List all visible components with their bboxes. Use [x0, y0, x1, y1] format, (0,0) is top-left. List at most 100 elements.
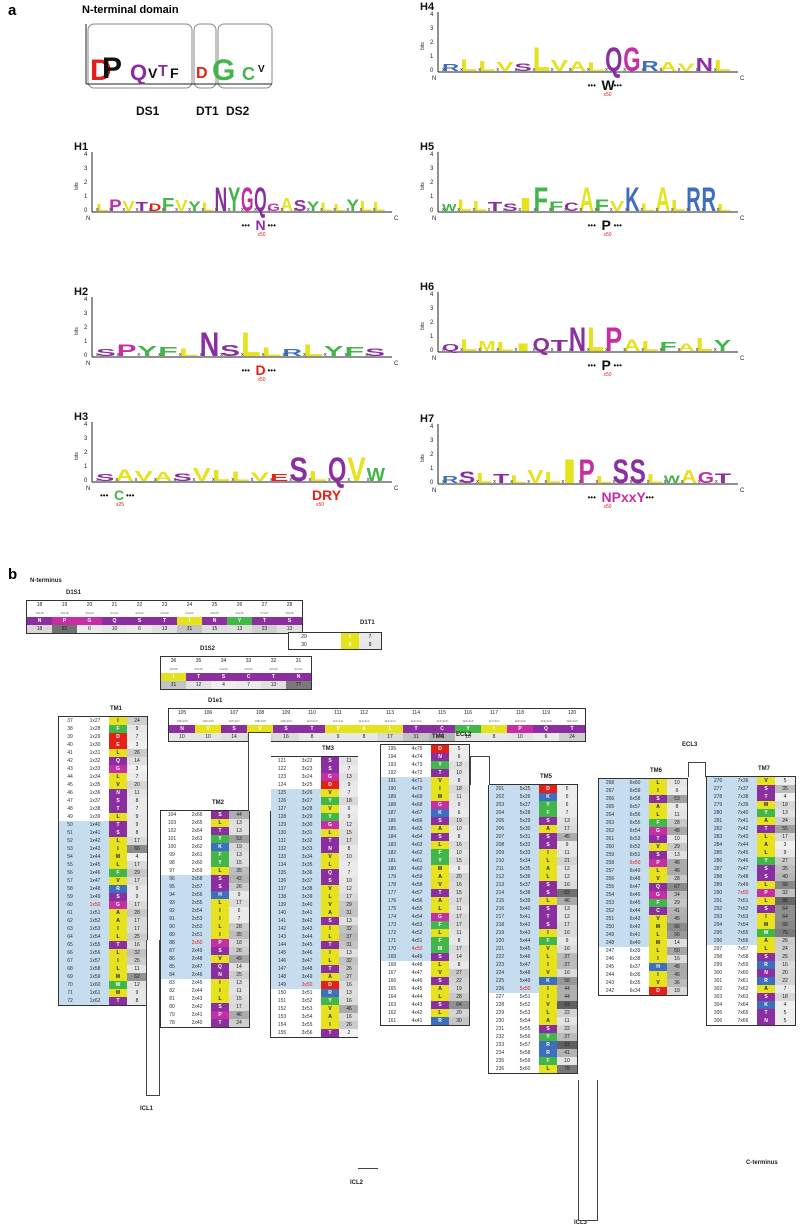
- tm-count: 22: [557, 1025, 577, 1033]
- tm-residue-number: 289: [707, 881, 729, 889]
- tm-ballesteros: 3x22: [293, 757, 321, 765]
- tm-residue-number: 87: [161, 947, 183, 955]
- tm-ballesteros: 6x55: [621, 819, 649, 827]
- logo-letter-small: x: [671, 207, 674, 213]
- dse1-residue: L: [377, 725, 403, 733]
- tm-count: 13: [339, 917, 359, 925]
- tm-ballesteros: 6x43: [621, 915, 649, 923]
- tm-count: 15: [339, 829, 359, 837]
- tm-count: 44: [557, 985, 577, 993]
- tm-residue-number: 79: [161, 1011, 183, 1019]
- tm-count: 6: [667, 787, 687, 795]
- dt1-position: 29: [301, 634, 307, 640]
- logo-letter: L: [473, 198, 488, 215]
- logo-letter-small: x: [587, 347, 590, 353]
- tm-ballesteros: 4x62: [403, 849, 431, 857]
- logo-letter-small: x: [137, 352, 140, 358]
- logo-letter: Y: [324, 343, 344, 360]
- dse1-position: 109: [281, 710, 291, 716]
- tm-count: 17: [229, 899, 249, 907]
- tm-label: TM1: [110, 706, 122, 712]
- tm-count: 26: [339, 1021, 359, 1029]
- tm-residue: L: [321, 893, 339, 901]
- tm-ballesteros: 1x29: [81, 733, 109, 741]
- tm-residue: D: [109, 733, 127, 741]
- logo-letter: L: [460, 336, 477, 355]
- tm-ballesteros: 5x58: [511, 1049, 539, 1057]
- tm-count: 13: [557, 817, 577, 825]
- dse1-count: 10: [169, 733, 195, 741]
- yaxis-label: bits: [420, 182, 426, 190]
- tm-residue-number: 204: [489, 809, 511, 817]
- tm-column: 121 3x22 S 11 122 3x23 S 7 123 3x24 G 13 124 3x25 D 9 12…: [270, 756, 360, 1038]
- yaxis-label: bits: [74, 182, 80, 190]
- tm-ballesteros: 6x40: [621, 939, 649, 947]
- tm-residue-number: 242: [599, 987, 621, 995]
- logo-letter: N: [200, 326, 220, 364]
- ds2-residue: C: [236, 673, 261, 681]
- tm-residue-number: 153: [271, 1013, 293, 1021]
- tm-count: 46: [229, 1011, 249, 1019]
- tm-count: 9: [127, 725, 147, 733]
- tm-count: 15: [449, 857, 469, 865]
- tm-residue-number: 207: [489, 833, 511, 841]
- tm-residue: V: [649, 843, 667, 851]
- tm-residue-number: 251: [599, 915, 621, 923]
- tm-ballesteros: 5x30: [511, 825, 539, 833]
- tm-count: 93: [557, 1041, 577, 1049]
- tm-ballesteros: 2x46: [183, 971, 211, 979]
- tm-count: 37: [557, 961, 577, 969]
- motif-label: C: [114, 487, 124, 503]
- ds2-count: 4: [211, 681, 236, 689]
- logo-letter: L: [179, 347, 199, 359]
- tm-residue-number: 228: [489, 1001, 511, 1009]
- tm-residue-number: 300: [707, 969, 729, 977]
- tm-residue-number: 147: [271, 965, 293, 973]
- tm-residue: I: [539, 961, 557, 969]
- logo-letter-small: x: [175, 207, 178, 213]
- tm-count: 4: [775, 1001, 795, 1009]
- logo-letter-small: x: [493, 479, 496, 485]
- tm-ballesteros: 7x53: [729, 913, 757, 921]
- svg-text:•••: •••: [614, 361, 623, 370]
- tm-residue: A: [109, 909, 127, 917]
- tm-residue-number: 304: [707, 1001, 729, 1009]
- tm-residue-number: 89: [161, 931, 183, 939]
- logo-letter: L: [460, 56, 477, 75]
- tm-residue: F: [649, 819, 667, 827]
- ds1-position: 21: [111, 602, 118, 608]
- tm-residue-number: 209: [489, 849, 511, 857]
- tm-residue-number: 84: [161, 971, 183, 979]
- logo-letter-small: x: [96, 477, 99, 483]
- tm-count: 27: [449, 969, 469, 977]
- tm-count: 17: [557, 921, 577, 929]
- tm-residue: L: [321, 861, 339, 869]
- svg-text:•••: •••: [614, 81, 623, 90]
- logo-letter-small: x: [569, 67, 572, 73]
- dse1-position: 120: [567, 710, 577, 716]
- logo-letter: N: [696, 55, 713, 75]
- tm-residue-number: 167: [381, 969, 403, 977]
- tm-residue: D: [431, 745, 449, 753]
- tm-residue-number: 293: [707, 913, 729, 921]
- tm-count: 32: [339, 925, 359, 933]
- tm-ballesteros: 3x49: [293, 973, 321, 981]
- tm-residue: S: [539, 841, 557, 849]
- tm-residue-number: 281: [707, 817, 729, 825]
- ds2-position: 35: [195, 658, 202, 664]
- tm-residue: I: [539, 849, 557, 857]
- tm-residue: S: [757, 905, 775, 913]
- dse1-residue: S: [273, 725, 299, 733]
- tm-count: 25: [127, 933, 147, 941]
- logo-letter-small: x: [162, 207, 165, 213]
- logo-letter: R: [442, 475, 460, 486]
- tm-count: 13: [775, 809, 795, 817]
- logo-letter: I: [515, 342, 532, 354]
- tm-count: 28: [229, 923, 249, 931]
- tm-residue: L: [321, 933, 339, 941]
- logo-letter: S: [459, 468, 475, 487]
- tm-residue-number: 168: [381, 961, 403, 969]
- tm-count: 11: [449, 905, 469, 913]
- logo-letter-small: x: [346, 207, 349, 213]
